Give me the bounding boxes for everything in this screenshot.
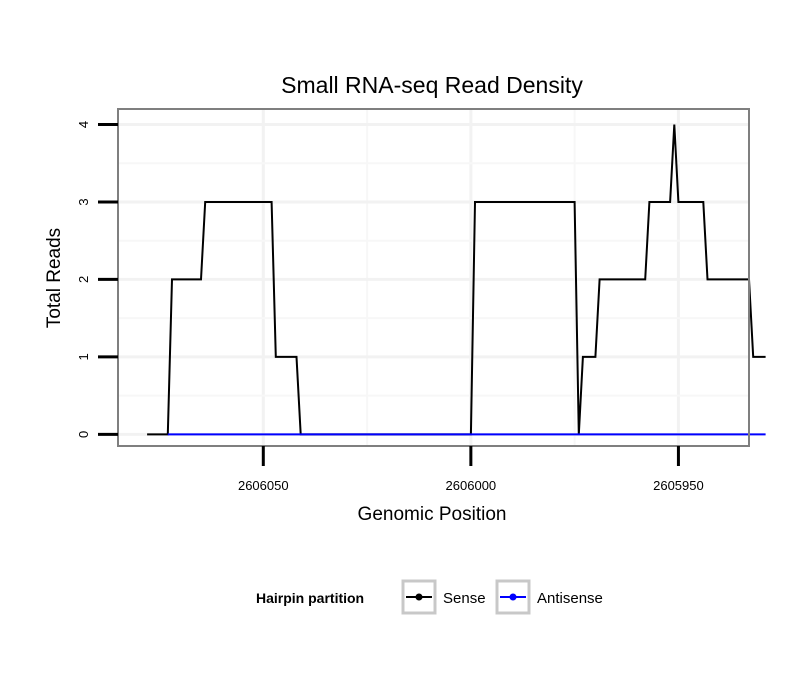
chart-title: Small RNA-seq Read Density (281, 72, 583, 98)
series-lines (147, 124, 766, 436)
x-tick-label: 2606050 (238, 478, 289, 493)
legend-entry-sense: Sense (401, 579, 486, 615)
legend-entry-antisense: Antisense (495, 579, 603, 615)
legend: Hairpin partition Sense Antisense (256, 579, 603, 615)
plot-border (117, 108, 750, 447)
x-tick-label: 2605950 (653, 478, 704, 493)
legend-key-point (509, 593, 517, 601)
x-axis-title: Genomic Position (358, 504, 507, 525)
y-tick-label: 3 (76, 198, 91, 205)
y-axis: 0 1 2 3 4 (76, 121, 118, 438)
y-tick-label: 1 (76, 353, 91, 360)
y-tick-label: 2 (76, 276, 91, 283)
legend-key-point (415, 593, 423, 601)
series-line-sense (147, 124, 766, 436)
x-axis: 2606050 2606000 2605950 (238, 446, 704, 493)
y-tick-label: 4 (76, 121, 91, 128)
plot-background (118, 109, 749, 446)
x-tick-label: 2606000 (446, 478, 497, 493)
y-axis-title: Total Reads (44, 228, 65, 328)
legend-entry-label: Antisense (537, 590, 603, 607)
y-tick-label: 0 (76, 431, 91, 438)
legend-title: Hairpin partition (256, 590, 364, 606)
legend-entries: Sense Antisense (401, 579, 603, 615)
legend-entry-label: Sense (443, 590, 486, 607)
